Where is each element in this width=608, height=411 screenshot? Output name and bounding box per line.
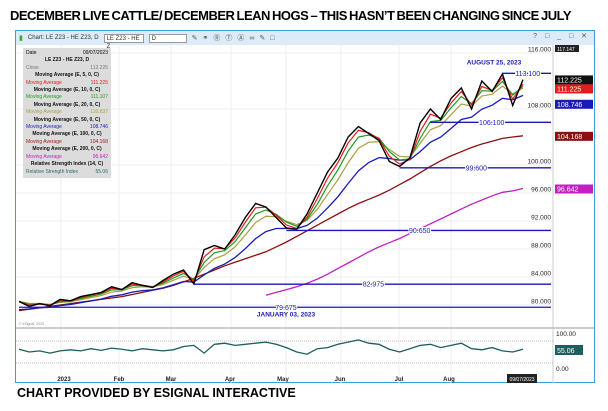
price-level-label: 99.600 <box>466 165 488 172</box>
value-badge-label: 112.225 <box>557 77 582 84</box>
y-tick-label: 108.000 <box>528 103 552 110</box>
data-window: Date 09/07/2023 LE Z23 - HE Z23, D Close 1… <box>23 48 111 178</box>
date-value: 09/07/2023 <box>82 50 108 56</box>
window-controls[interactable]: ? □ _ □ ✕ <box>533 33 590 40</box>
ma-label: Moving Average <box>26 138 62 145</box>
rsi-label: Relative Strength Index <box>26 168 78 175</box>
price-level-label: 79.675 <box>275 305 297 312</box>
ma-label: Moving Average <box>26 153 62 160</box>
y-tick-label: 96.000 <box>531 187 551 194</box>
x-tick-label: Jul <box>395 377 404 383</box>
ma-value: 111.107 <box>90 94 108 101</box>
price-chart: 113.100 106.100 99.600 90.650 82.975 79.675 AU… <box>16 45 594 383</box>
rsi-value-badge <box>555 345 583 355</box>
value-badge-label: 111.225 <box>557 86 581 93</box>
chart-toolbar: ▮ Chart: LE Z23 - HE Z23, D LE Z23 - HE … <box>16 31 594 50</box>
value-badge-label: 96.642 <box>557 187 579 194</box>
ma-title: Moving Average (E, 200, 0, C) <box>32 146 102 153</box>
r-circle-icon[interactable]: Ⓡ <box>213 35 221 42</box>
chart-title: DECEMBER LIVE CATTLE/ DECEMBER LEAN HOGS… <box>10 8 572 23</box>
ma-label: Moving Average <box>26 124 62 131</box>
wave-icon[interactable]: ⚭ <box>202 35 209 42</box>
ma-value: 108.746 <box>89 124 108 131</box>
rsi-tick-label: 0.00 <box>556 366 569 373</box>
value-badge <box>555 99 593 109</box>
value-badge-label: 108.746 <box>557 102 582 109</box>
rsi-value: 55.06 <box>95 168 108 175</box>
close-line <box>18 72 524 308</box>
y-tick-label: 88.000 <box>531 243 551 250</box>
ma-title: Moving Average (E, 5, 0, C) <box>35 72 99 79</box>
close-value: 112.225 <box>90 64 108 71</box>
chart-caption: CHART PROVIDED BY ESIGNAL INTERACTIVE <box>17 386 296 400</box>
ma50-line <box>18 94 524 311</box>
close-label: Close <box>26 64 39 71</box>
y-tick-label: 100.000 <box>528 159 552 166</box>
price-level-label: 90.650 <box>409 228 431 235</box>
symbol-label: LE Z23 - HE Z23, D <box>44 57 90 64</box>
x-tick-label: 2023 <box>57 377 71 383</box>
rsi-title: Relative Strength Index (14, C) <box>30 161 104 168</box>
ma-title: Moving Average (E, 100, 0, C) <box>32 131 102 138</box>
interval-select[interactable]: D <box>148 33 187 43</box>
date-label: Date <box>26 50 37 56</box>
top-value-badge <box>555 45 579 52</box>
price-level-label: 82.975 <box>363 282 385 289</box>
ma-value: 111.225 <box>90 79 108 86</box>
ma200-line <box>265 187 524 296</box>
value-badge <box>555 184 593 194</box>
chart-label: Chart: LE Z23 - HE Z23, D <box>27 35 99 41</box>
price-level-label: 113.100 <box>515 71 540 78</box>
x-tick-label: Feb <box>114 377 125 383</box>
chart-window: ▮ Chart: LE Z23 - HE Z23, D LE Z23 - HE … <box>15 30 595 383</box>
chart-app-icon: ▮ <box>19 35 23 42</box>
t-circle-icon[interactable]: Ⓣ <box>225 35 233 42</box>
ma20-line <box>18 85 524 305</box>
x-tick-label: Apr <box>225 377 236 383</box>
value-badge <box>555 131 593 141</box>
rsi-tick-label: 100.00 <box>556 331 576 338</box>
credit-label: © eSignal, 2023 <box>19 322 44 326</box>
ma-value: 96.642 <box>92 153 108 160</box>
annotation-label: AUGUST 25, 2023 <box>467 59 522 66</box>
pencil-icon[interactable]: ✎ <box>191 35 198 42</box>
y-tick-label: 92.000 <box>531 215 551 222</box>
rsi-line <box>18 339 524 355</box>
a-circle-icon[interactable]: Ⓐ <box>237 35 245 42</box>
value-badge-label: 104.168 <box>557 134 582 141</box>
y-tick-label: 80.000 <box>531 299 551 306</box>
x-tick-label: Mar <box>166 377 177 383</box>
annotation-label: JANUARY 03, 2023 <box>257 311 316 318</box>
y-tick-label: 116.000 <box>528 47 551 54</box>
x-tick-label: Aug <box>443 377 455 383</box>
value-badge <box>555 75 593 85</box>
last-date-label: 09/07/2023 <box>509 377 534 383</box>
ma-value: 104.168 <box>89 138 108 145</box>
rsi-value-label: 55.06 <box>557 348 575 355</box>
x-tick-label: Jun <box>335 377 346 383</box>
link-icon[interactable]: ∞ <box>249 34 255 42</box>
edit-icon[interactable]: ✎ <box>259 35 266 42</box>
ma-title: Moving Average (E, 20, 0, C) <box>33 101 101 108</box>
ma-title: Moving Average (E, 50, 0, C) <box>33 116 101 123</box>
ma-label: Moving Average <box>26 109 62 116</box>
comment-icon[interactable]: □ <box>270 34 275 42</box>
top-value-label: 117.147 <box>557 47 575 53</box>
symbol-input[interactable]: LE Z23 - HE Z <box>103 33 144 50</box>
ma-label: Moving Average <box>26 94 62 101</box>
last-date-badge <box>507 374 537 383</box>
ma-label: Moving Average <box>26 79 62 86</box>
y-tick-label: 84.000 <box>531 271 551 278</box>
value-badge <box>555 84 593 94</box>
ma-title: Moving Average (E, 10, 0, C) <box>33 87 101 94</box>
ma-value: 110.837 <box>90 109 108 116</box>
x-tick-label: May <box>277 377 289 383</box>
price-level-label: 106.100 <box>479 120 504 127</box>
